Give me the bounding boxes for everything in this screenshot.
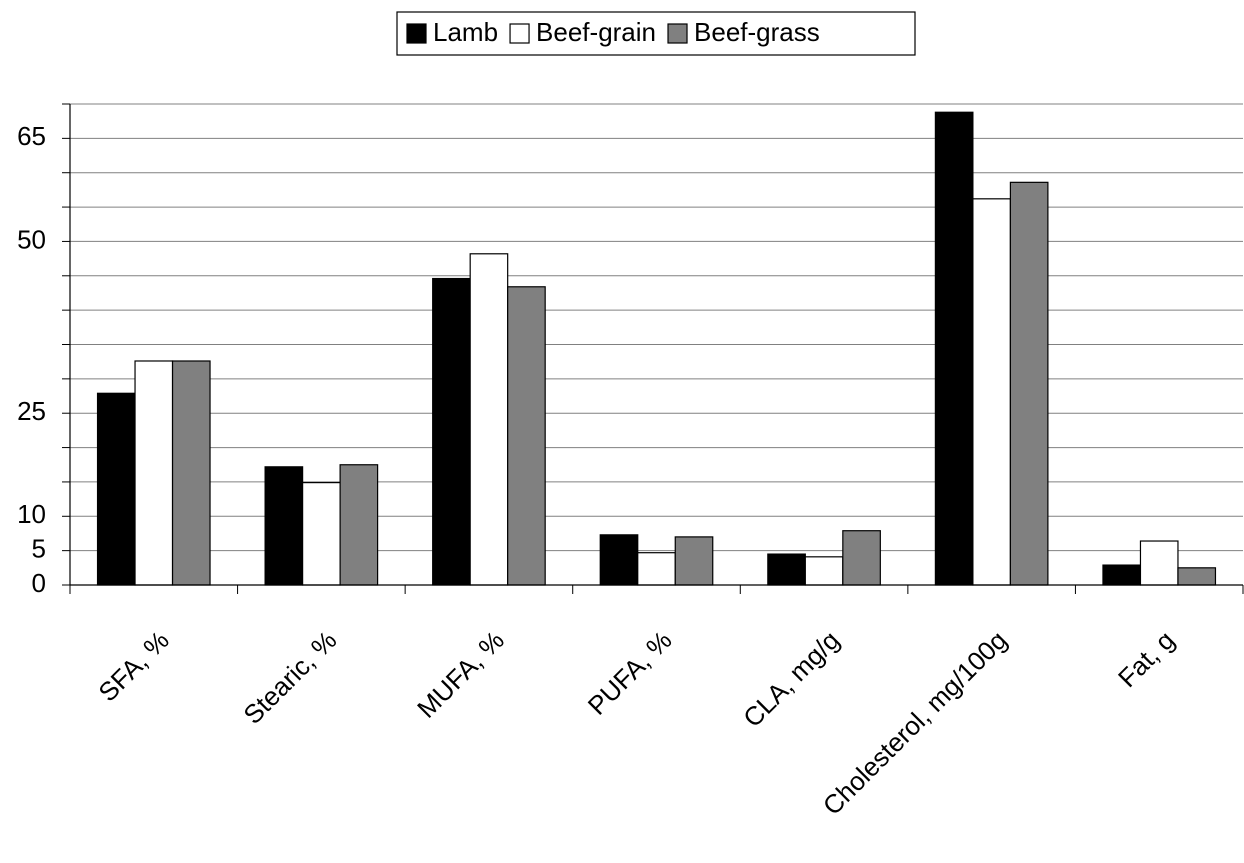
bar — [302, 482, 341, 586]
y-tick-label: 50 — [17, 224, 46, 254]
y-tick-label: 10 — [17, 499, 46, 529]
legend: Lamb Beef-grain Beef-grass — [396, 11, 916, 56]
x-tick-label: PUFA, % — [582, 625, 678, 721]
bar — [599, 534, 639, 586]
bar — [134, 360, 174, 586]
x-tick-label: CLA, mg/g — [737, 625, 845, 733]
bar — [96, 392, 136, 586]
x-tick-label: MUFA, % — [411, 625, 510, 724]
legend-swatch — [406, 23, 427, 44]
bar — [1139, 540, 1179, 586]
y-tick-label: 65 — [17, 121, 46, 151]
y-tick-label: 0 — [32, 568, 46, 598]
legend-swatch — [509, 23, 530, 44]
x-tick-label: Cholesterol, mg/100g — [817, 625, 1013, 821]
bar — [804, 556, 844, 586]
bar — [1177, 567, 1217, 586]
bar — [264, 466, 304, 586]
x-tick-label: Stearic, % — [237, 625, 342, 730]
bar — [842, 530, 881, 586]
legend-box — [396, 11, 916, 56]
x-tick-label: SFA, % — [92, 625, 175, 708]
legend-label: Beef-grass — [694, 17, 820, 47]
bar — [637, 552, 676, 586]
bar — [934, 111, 974, 586]
legend-label: Lamb — [433, 17, 498, 47]
bar — [1102, 564, 1142, 586]
bar — [674, 536, 714, 586]
bar — [432, 277, 471, 586]
bar — [507, 286, 546, 586]
x-tick-label: Fat, g — [1112, 625, 1180, 693]
bar — [767, 553, 806, 586]
bar — [339, 464, 379, 586]
bar — [469, 253, 509, 586]
bar — [1009, 181, 1049, 586]
legend-swatch — [667, 23, 688, 44]
y-tick-label: 5 — [32, 534, 46, 564]
bar — [972, 198, 1011, 586]
y-tick-label: 25 — [17, 396, 46, 426]
bar — [171, 360, 211, 586]
legend-label: Beef-grain — [536, 17, 656, 47]
